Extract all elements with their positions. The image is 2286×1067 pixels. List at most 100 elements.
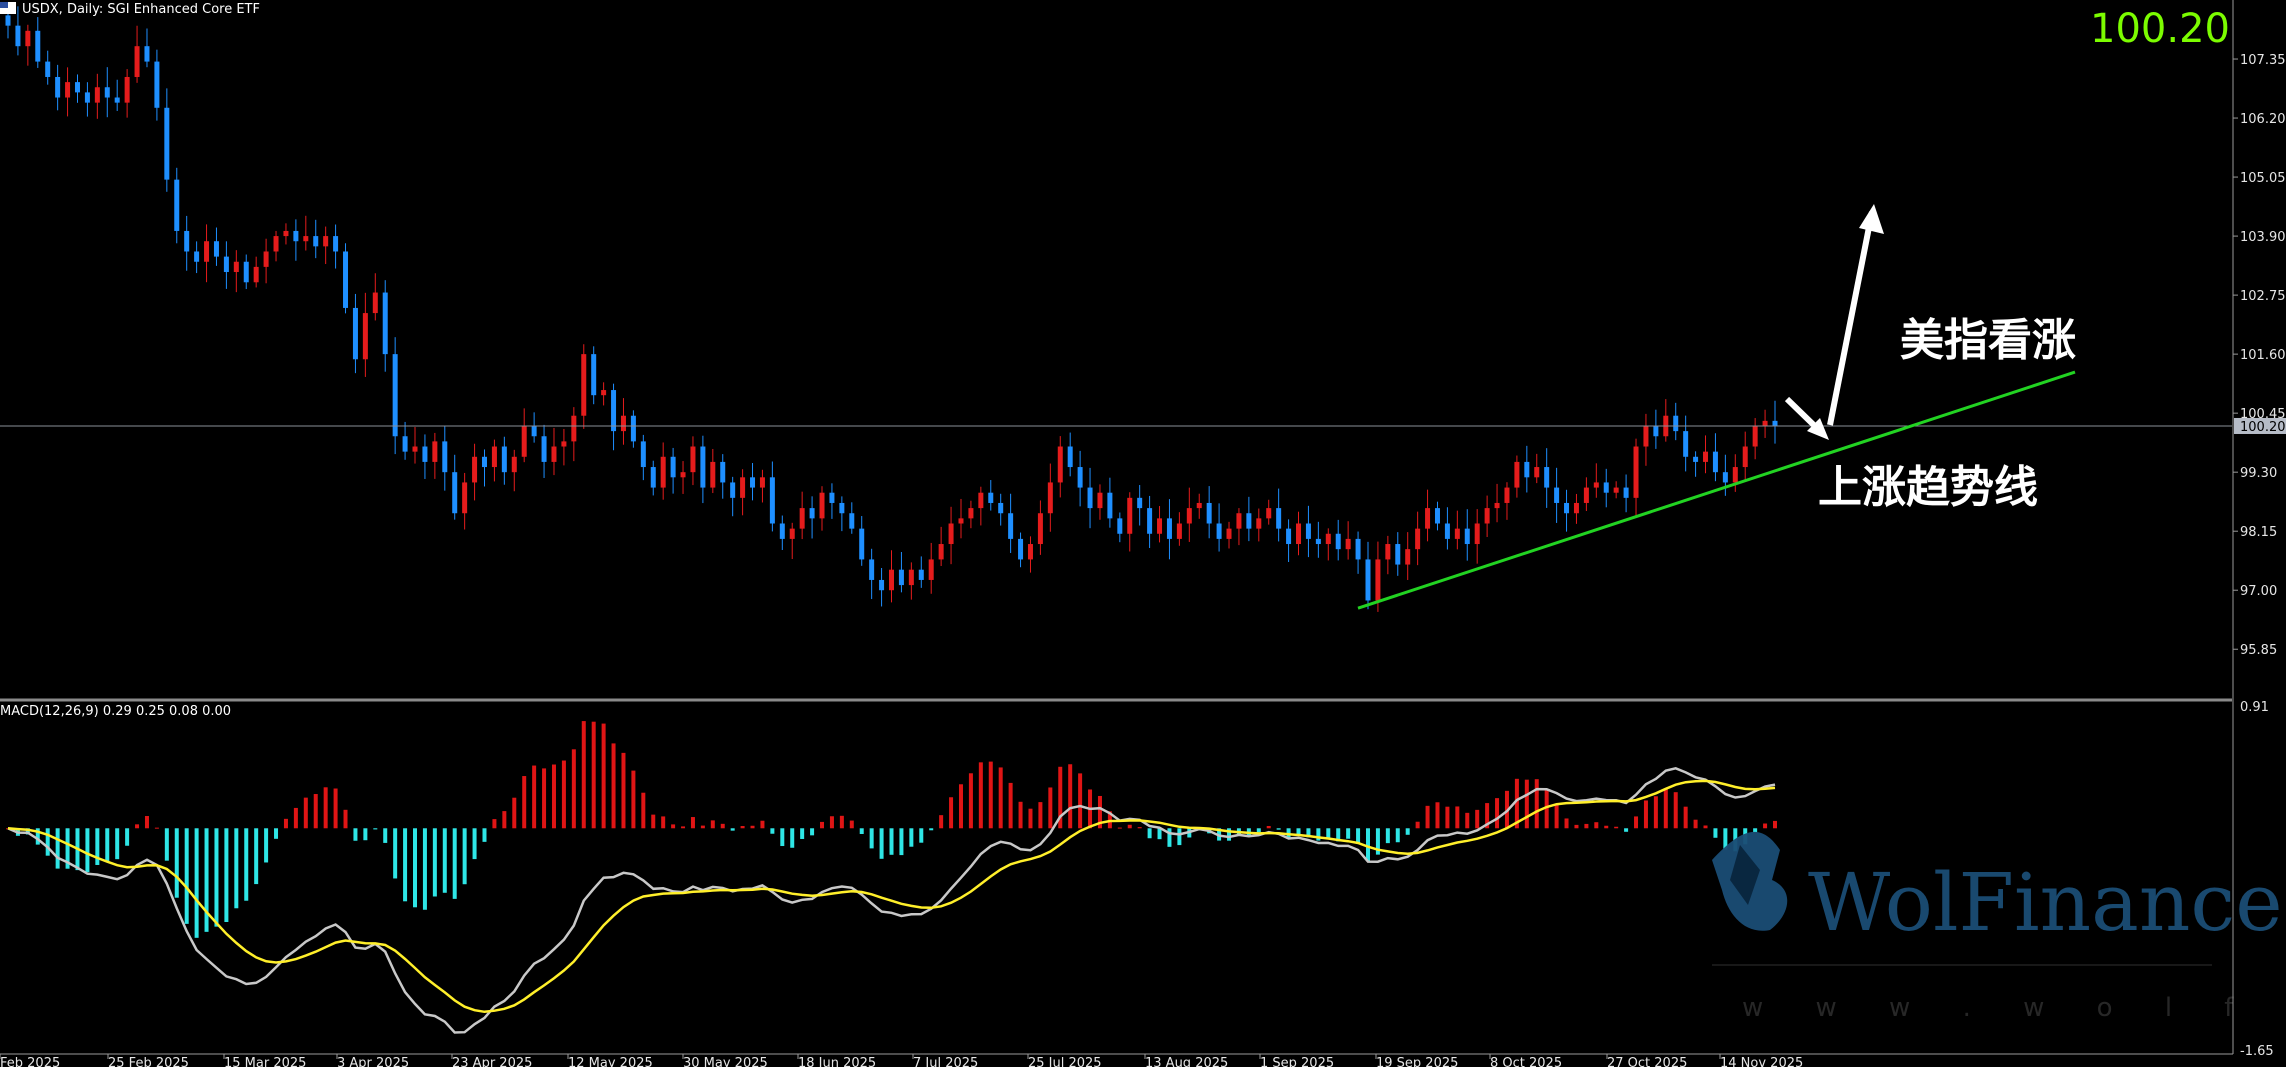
time-tick-label: 25 Jul 2025: [1028, 1056, 1102, 1067]
candle: [1464, 509, 1470, 561]
candle: [124, 69, 130, 118]
candle: [1405, 532, 1411, 580]
candle: [1166, 499, 1172, 560]
candle: [1335, 519, 1341, 561]
macd-bar: [482, 828, 487, 842]
candle: [1206, 486, 1212, 539]
macd-bar: [1306, 828, 1311, 838]
candle: [1494, 483, 1500, 523]
macd-bar: [839, 815, 844, 829]
watermark-name: WolFinance: [1808, 856, 2283, 949]
macd-bar: [571, 749, 576, 829]
time-tick-label: 13 Aug 2025: [1145, 1056, 1228, 1067]
macd-bar: [780, 828, 785, 847]
candle: [879, 567, 885, 607]
candle: [601, 382, 607, 406]
macd-bar: [413, 828, 418, 908]
candle: [859, 516, 865, 566]
time-axis[interactable]: Feb 2025 25 Feb 2025 15 Mar 2025 3 Apr 2025…: [0, 1053, 2233, 1067]
macd-bar: [1097, 795, 1102, 829]
candle: [1226, 521, 1232, 549]
candle: [700, 435, 706, 504]
candle: [462, 472, 468, 530]
macd-bar: [591, 721, 596, 829]
macd-bar: [472, 828, 477, 860]
macd-bar: [85, 828, 90, 873]
macd-bar: [502, 811, 507, 829]
candle: [1395, 532, 1401, 576]
macd-bar: [1544, 789, 1549, 829]
macd-bar: [1713, 828, 1718, 838]
candle: [1196, 493, 1202, 519]
macd-bar: [631, 770, 636, 829]
candle: [1296, 511, 1302, 556]
macd-bar: [1534, 779, 1539, 829]
candle: [15, 6, 21, 56]
macd-bar: [363, 828, 368, 841]
macd-bar: [730, 828, 735, 831]
candle: [918, 556, 924, 588]
macd-bar: [244, 828, 249, 901]
time-tick-label: Feb 2025: [0, 1056, 60, 1067]
uptrend-line[interactable]: [1357, 370, 2076, 610]
candle: [1425, 489, 1431, 542]
candle: [392, 337, 398, 455]
macd-bar: [65, 828, 70, 869]
macd-bar: [1336, 828, 1341, 842]
macd-histogram: [6, 721, 1777, 938]
candle: [1077, 450, 1083, 507]
macd-bar: [1356, 828, 1361, 844]
candle: [1097, 484, 1103, 520]
price-tick-label: 98.15: [2240, 525, 2277, 540]
candle: [1504, 482, 1510, 520]
candle: [690, 436, 696, 486]
macd-bar: [889, 828, 894, 855]
price-axis[interactable]: 107.35 106.20 105.05 103.90 102.75 101.60 100.…: [2232, 0, 2286, 1059]
macd-bar: [1495, 798, 1500, 829]
candle: [481, 449, 487, 487]
time-tick-label: 12 May 2025: [568, 1056, 653, 1067]
candles: [5, 6, 1778, 612]
candle: [1067, 432, 1073, 477]
macd-bar: [720, 823, 725, 829]
time-tick-label: 15 Mar 2025: [224, 1056, 306, 1067]
macd-bar: [641, 792, 646, 829]
macd-bar: [45, 828, 50, 856]
macd-label: MACD(12,26,9) 0.29 0.25 0.08 0.00: [0, 704, 231, 719]
macd-bar: [1643, 800, 1648, 829]
candle: [372, 273, 378, 321]
macd-line: [7, 766, 1776, 1034]
time-tick-label: 1 Sep 2025: [1260, 1056, 1334, 1067]
candle: [412, 426, 418, 464]
candle: [1703, 435, 1709, 474]
macd-bar: [998, 767, 1003, 829]
candle: [799, 491, 805, 540]
macd-bar: [1316, 828, 1321, 841]
candle: [263, 238, 269, 284]
current-price-big: 100.20: [2090, 6, 2230, 52]
macd-bar: [1753, 828, 1758, 833]
macd-bar: [383, 828, 388, 843]
candle: [273, 230, 279, 262]
candle: [988, 480, 994, 511]
macd-bar: [393, 828, 398, 879]
macd-bar: [1624, 828, 1629, 832]
macd-bar: [661, 816, 666, 829]
macd-bar: [1455, 806, 1460, 829]
macd-bar: [909, 828, 914, 847]
macd-tick-label: 0.91: [2240, 700, 2269, 715]
candle: [35, 17, 41, 68]
macd-bar: [274, 828, 279, 839]
candle: [1593, 463, 1599, 498]
candle: [1117, 512, 1123, 543]
price-tick-label: 102.75: [2240, 289, 2286, 304]
candle: [1147, 495, 1153, 548]
macd-bar: [978, 762, 983, 829]
candle: [343, 243, 349, 314]
candle: [5, 10, 11, 39]
macd-bar: [1346, 828, 1351, 839]
candle: [680, 461, 686, 494]
candle: [323, 226, 329, 265]
candle: [531, 412, 537, 443]
